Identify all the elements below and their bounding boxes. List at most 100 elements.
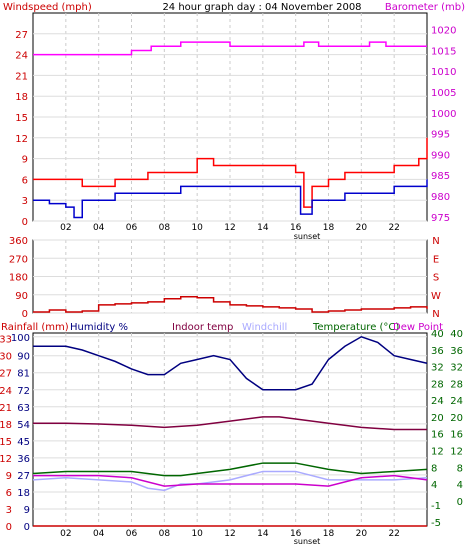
tick-label: 180 [9,273,28,284]
tick-label: 10 [191,529,203,539]
tick-label: 21 [0,403,12,414]
legend-item: Temperature (°C) [312,322,399,333]
series-line [33,474,428,487]
tick-label: -1 [431,501,441,512]
legend-item: Indoor temp [172,322,233,333]
tick-label: 24 [15,51,28,62]
tick-label: 08 [159,223,171,233]
tick-label: 04 [93,529,105,539]
humidity-tick-labels: 0 9 18 27 36 45 54 63 72 81 90 100 [11,333,30,533]
tick-label: 9 [6,471,12,482]
tick-label: 0 [22,217,28,228]
tick-label: 270 [9,254,28,265]
rainfall-tick-labels: 0 3 6 9 12 15 18 21 24 27 30 33 [0,335,12,533]
tick-label: 995 [431,130,450,141]
sunset-marker: sunset [294,232,321,241]
tick-label: 32 [431,363,444,374]
tick-label: 4 [457,480,463,491]
tick-label: 20 [356,529,368,539]
tick-label: 36 [450,346,463,357]
tick-label: 100 [11,333,30,344]
sunset-marker: sunset [294,537,321,546]
tick-label: 3 [6,505,12,516]
tick-label: 18 [15,92,28,103]
tick-label: 33 [0,335,12,346]
tick-label: 20 [356,223,368,233]
hour-tick-labels: 02 04 06 08 10 12 14 16 18 20 22 [60,529,400,539]
tick-label: 40 [450,329,463,340]
direction-degree-labels: 0 90 180 270 360 [9,236,28,320]
chart-title: 24 hour graph day : 04 November 2008 [162,2,361,13]
tick-label: 18 [323,223,335,233]
tick-label: 0 [457,497,463,508]
tick-label: 27 [15,30,28,41]
barometer-axis-label: Barometer (mb) [385,2,465,13]
tick-label: 72 [17,386,30,397]
tick-label: 36 [17,454,30,465]
temperature-tick-labels: -5 -1 4 8 12 16 20 24 28 32 36 40 [431,329,444,529]
series-line [33,41,427,56]
tick-label: 1020 [431,26,456,37]
legend-item: Windchill [242,322,287,333]
barometer-tick-labels: 975 980 985 990 995 1000 1005 1010 1015 1020 [431,26,456,224]
tick-label: 16 [290,529,302,539]
tick-label: 06 [126,223,138,233]
tick-label: 985 [431,171,450,182]
tick-label: 30 [0,352,12,363]
tick-label: 02 [60,223,71,233]
tick-label: 16 [290,223,302,233]
tick-label: 16 [431,430,444,441]
series-line [33,137,428,208]
tick-label: 1000 [431,109,456,120]
compass-label: S [433,273,439,284]
series-line [33,179,428,219]
tick-label: 04 [93,223,105,233]
tick-label: 4 [431,480,437,491]
tick-label: 54 [17,420,30,431]
tick-label: 18 [0,420,12,431]
series-lines [33,41,428,219]
tick-label: 12 [224,529,235,539]
tick-label: 24 [431,396,444,407]
tick-label: 12 [0,454,12,465]
windspeed-axis-label: Windspeed (mph) [3,2,92,13]
tick-label: 81 [17,369,30,380]
tick-label: 28 [450,379,463,390]
tick-label: 20 [450,413,463,424]
tick-label: 21 [15,71,28,82]
series-line [33,335,428,391]
legend: Rainfall (mm) Humidity % Indoor temp Windch… [1,322,443,333]
compass-label: W [431,291,441,302]
tick-label: 9 [24,505,30,516]
tick-label: 12 [431,446,444,457]
tick-label: 02 [60,529,71,539]
tick-label: 1015 [431,46,456,57]
tick-label: 0 [24,522,30,533]
tick-label: 8 [431,463,437,474]
tick-label: 1005 [431,88,456,99]
tick-label: 28 [431,379,444,390]
tick-label: 6 [22,175,28,186]
tick-label: 980 [431,192,450,203]
legend-item: Rainfall (mm) [1,322,69,333]
tick-label: 12 [224,223,235,233]
windspeed-tick-labels: 0 3 6 9 12 15 18 21 24 27 [15,30,28,228]
tick-label: 36 [431,346,444,357]
direction-series [33,296,428,313]
tick-label: 14 [257,223,269,233]
tick-label: 16 [450,430,463,441]
tick-label: 14 [257,529,269,539]
tick-label: 45 [17,437,30,448]
tick-label: 90 [15,291,28,302]
tick-label: 3 [22,196,28,207]
tick-label: 975 [431,213,450,224]
grid [33,239,427,314]
compass-label: N [432,309,439,320]
tick-label: 24 [450,396,463,407]
tick-label: 20 [431,413,444,424]
tick-label: 990 [431,150,450,161]
tick-label: 27 [17,471,30,482]
